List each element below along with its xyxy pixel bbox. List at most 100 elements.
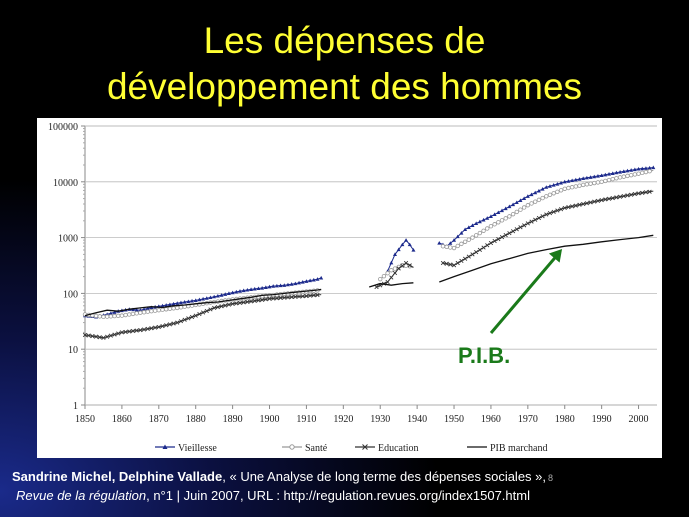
marker-point xyxy=(142,307,147,311)
marker-point xyxy=(237,289,242,293)
marker-point xyxy=(167,302,172,307)
marker-point xyxy=(470,223,475,227)
marker-point xyxy=(230,290,235,295)
line-chart: 1 10 100 1000 10000 100000 1850 1860 1870 1880 189… xyxy=(48,122,657,454)
marker-point xyxy=(289,294,294,300)
marker-point xyxy=(488,214,493,218)
annotation-arrow-head xyxy=(548,248,563,263)
marker-point xyxy=(510,211,516,217)
source-separator-2: », xyxy=(531,469,547,484)
marker-point xyxy=(485,216,490,220)
marker-point xyxy=(640,170,645,176)
x-tick-label: 1890 xyxy=(223,414,243,425)
title-line-2: développement des hommes xyxy=(106,66,583,107)
title-line-1: Les dépenses de xyxy=(203,20,486,61)
marker-point xyxy=(134,328,139,333)
marker-point xyxy=(459,231,464,235)
marker-point xyxy=(511,202,516,207)
marker-point xyxy=(558,207,564,212)
marker-point xyxy=(628,172,634,178)
marker-point xyxy=(463,227,468,232)
marker-point xyxy=(297,280,302,285)
marker-point xyxy=(573,203,578,208)
marker-point xyxy=(522,223,527,228)
marker-point xyxy=(123,312,128,318)
marker-point xyxy=(145,326,150,331)
marker-point xyxy=(573,177,578,182)
marker-point xyxy=(182,300,187,304)
marker-point xyxy=(514,227,519,232)
marker-point xyxy=(540,214,545,219)
marker-point xyxy=(499,218,505,223)
marker-point xyxy=(577,183,582,188)
marker-point xyxy=(300,294,305,299)
marker-point xyxy=(569,185,575,190)
marker-point xyxy=(138,310,143,315)
y-tick-label: 100 xyxy=(63,289,78,300)
marker-point xyxy=(533,199,538,204)
marker-point xyxy=(559,180,564,185)
marker-point xyxy=(643,190,649,195)
marker-point xyxy=(237,300,243,305)
marker-point xyxy=(197,297,202,302)
marker-point xyxy=(385,271,390,276)
marker-point xyxy=(466,254,471,259)
marker-point xyxy=(544,185,549,189)
marker-point xyxy=(145,309,150,314)
marker-point xyxy=(278,295,283,301)
marker-point xyxy=(621,174,626,179)
x-tick-label: 1980 xyxy=(555,414,575,425)
marker-point xyxy=(178,300,183,305)
marker-point xyxy=(160,323,165,329)
marker-point xyxy=(86,333,91,338)
marker-point xyxy=(462,256,468,261)
marker-point xyxy=(488,240,494,246)
marker-point xyxy=(90,333,95,339)
marker-point xyxy=(138,327,143,333)
marker-point xyxy=(93,313,99,319)
marker-point xyxy=(234,301,239,306)
marker-point xyxy=(201,296,206,301)
marker-point xyxy=(389,275,394,280)
marker-point xyxy=(215,304,220,310)
marker-point xyxy=(186,316,191,321)
marker-point xyxy=(562,179,567,184)
marker-point xyxy=(396,266,401,271)
marker-point xyxy=(500,208,505,213)
marker-point xyxy=(186,299,191,304)
marker-point xyxy=(540,187,545,191)
marker-point xyxy=(171,301,176,306)
source-journal: Revue de la régulation xyxy=(16,488,147,503)
marker-point xyxy=(263,285,268,289)
marker-point xyxy=(127,329,132,334)
marker-point xyxy=(503,206,508,211)
marker-point xyxy=(315,277,320,281)
x-tick-label: 1960 xyxy=(481,414,501,425)
marker-point xyxy=(555,208,560,213)
marker-point xyxy=(632,172,638,177)
marker-point xyxy=(300,280,305,284)
marker-point xyxy=(160,307,165,312)
marker-point xyxy=(555,181,560,186)
marker-point xyxy=(555,189,560,194)
x-tick-label: 1860 xyxy=(112,414,132,425)
marker-point xyxy=(267,296,272,301)
legend-marker xyxy=(362,444,368,450)
marker-point xyxy=(588,175,593,179)
marker-point xyxy=(518,207,523,212)
marker-point xyxy=(182,317,187,322)
marker-point xyxy=(274,296,280,301)
marker-point xyxy=(293,294,298,299)
marker-point xyxy=(521,205,527,210)
marker-point xyxy=(411,247,416,252)
pib-annotation: P.I.B. xyxy=(458,343,511,368)
marker-point xyxy=(293,281,298,286)
marker-point xyxy=(282,283,287,287)
x-tick-label: 1990 xyxy=(592,414,612,425)
y-tick-label: 10 xyxy=(68,345,78,356)
marker-point xyxy=(308,278,313,283)
marker-point xyxy=(584,182,590,187)
marker-point xyxy=(522,196,527,200)
marker-point xyxy=(215,293,220,298)
marker-point xyxy=(492,222,497,227)
